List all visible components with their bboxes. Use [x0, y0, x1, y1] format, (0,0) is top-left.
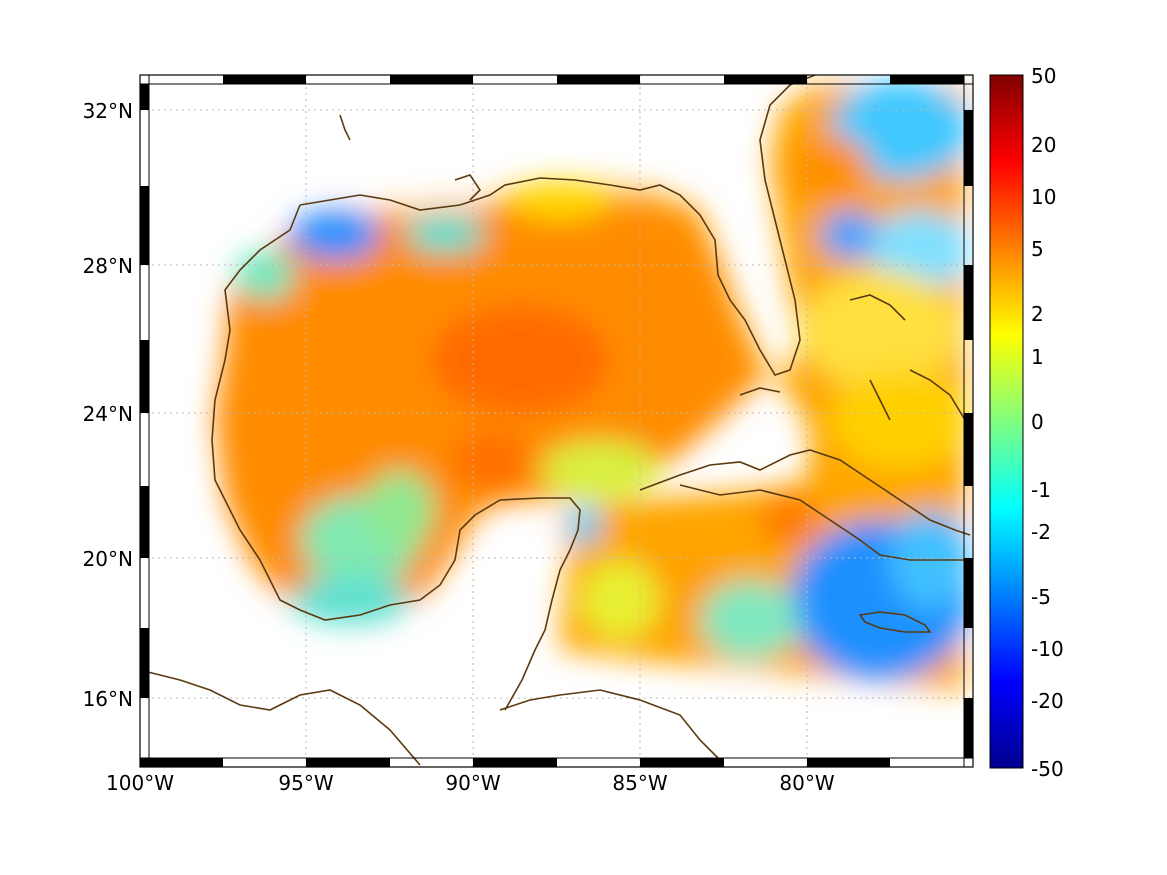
colorbar-tick-label: -20 — [1031, 689, 1064, 713]
coastlines — [139, 74, 971, 766]
colorbar-tick-label: 1 — [1031, 345, 1044, 369]
colorbar-tick-label: -2 — [1031, 520, 1051, 544]
lat-label: 16°N — [83, 687, 133, 711]
lon-label: 90°W — [445, 771, 500, 795]
lat-label: 20°N — [83, 547, 133, 571]
data-field — [215, 80, 970, 690]
map-frame — [139, 74, 974, 768]
colorbar-tick-label: -50 — [1031, 757, 1064, 781]
lon-label: 85°W — [612, 771, 667, 795]
colorbar-tick-label: 20 — [1031, 133, 1056, 157]
lon-label: 100°W — [106, 771, 174, 795]
colorbar-tick-label: -1 — [1031, 478, 1051, 502]
longitude-labels: 100°W 95°W 90°W 85°W 80°W — [106, 771, 835, 795]
lat-label: 28°N — [83, 254, 133, 278]
colorbar-tick-label: 50 — [1031, 64, 1056, 88]
colorbar-tick-label: 5 — [1031, 237, 1044, 261]
colorbar-tick-label: -5 — [1031, 585, 1051, 609]
lon-label: 80°W — [779, 771, 834, 795]
lat-label: 32°N — [83, 99, 133, 123]
cold-eddy-nw — [290, 210, 380, 260]
colorbar-tick-label: 2 — [1031, 302, 1044, 326]
colorbar-tick-label: -10 — [1031, 637, 1064, 661]
lon-label: 95°W — [278, 771, 333, 795]
latitude-labels: 32°N 28°N 24°N 20°N 16°N — [83, 99, 133, 711]
lat-label: 24°N — [83, 402, 133, 426]
colorbar-gradient — [989, 74, 1024, 769]
colorbar-tick-label: 0 — [1031, 410, 1044, 434]
colorbar-tick-label: 10 — [1031, 185, 1056, 209]
gulf-core-hotspot — [430, 305, 610, 415]
